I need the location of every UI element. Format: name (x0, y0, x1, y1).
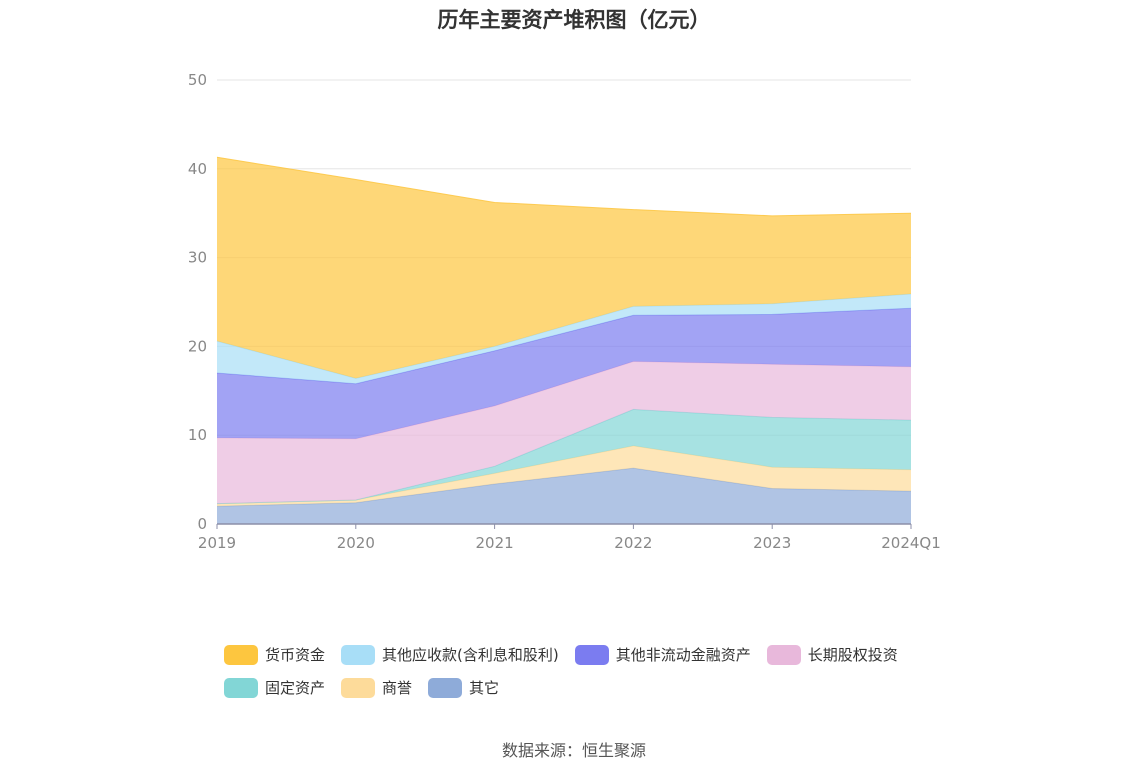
legend-item[interactable]: 其他应收款(含利息和股利) (341, 644, 559, 665)
x-tick-label: 2019 (198, 534, 236, 552)
legend-label: 长期股权投资 (807, 646, 898, 664)
legend-swatch (428, 677, 463, 698)
area-其他应收款(含利息和股利) (217, 294, 911, 384)
x-tick-label: 2022 (614, 534, 652, 552)
chart-title: 历年主要资产堆积图（亿元） (437, 8, 711, 32)
legend-label: 其它 (469, 679, 500, 697)
area-其它 (217, 468, 911, 524)
stacked-area-chart: 0 10 20 30 40 50 2019 2020 2021 2022 2023 2024Q1 (188, 71, 941, 552)
legend-swatch (224, 677, 258, 698)
y-tick-label: 40 (188, 160, 207, 178)
legend-swatch (341, 677, 376, 698)
series-line-货币资金 (216, 156, 912, 217)
area-其他非流动金融资产 (217, 308, 911, 439)
area-固定资产 (217, 409, 911, 504)
x-tick-label: 2021 (476, 534, 514, 552)
y-tick-label: 30 (188, 249, 207, 267)
legend-label: 固定资产 (265, 679, 326, 697)
legend-item[interactable]: 其它 (428, 677, 499, 698)
legend-label: 商誉 (382, 679, 413, 697)
area-货币资金 (217, 157, 911, 379)
chart-legend: 货币资金 其他应收款(含利息和股利) 其他非流动金融资产 长期股权投资固定资产 商誉 其它 (224, 638, 984, 704)
legend-item[interactable]: 固定资产 (224, 677, 325, 698)
legend-row: 固定资产 商誉 其它 (224, 671, 984, 704)
y-tick-label: 0 (197, 515, 207, 533)
legend-row: 货币资金 其他应收款(含利息和股利) 其他非流动金融资产 长期股权投资 (224, 638, 984, 671)
area-长期股权投资 (217, 361, 911, 504)
legend-label: 其他非流动金融资产 (615, 646, 751, 664)
legend-swatch (341, 644, 376, 665)
x-tick-label: 2024Q1 (881, 534, 941, 552)
legend-label: 货币资金 (265, 646, 326, 664)
area-商誉 (217, 445, 911, 507)
y-tick-label: 10 (188, 426, 207, 444)
data-source-note: 数据来源：恒生聚源 (501, 741, 646, 760)
legend-item[interactable]: 商誉 (341, 677, 412, 698)
legend-swatch (766, 644, 801, 665)
legend-item[interactable]: 长期股权投资 (766, 644, 898, 665)
legend-item[interactable]: 其他非流动金融资产 (574, 644, 751, 665)
x-tick-label: 2023 (753, 534, 791, 552)
y-tick-label: 20 (188, 337, 207, 355)
legend-item[interactable]: 货币资金 (224, 644, 325, 665)
y-tick-label: 50 (188, 71, 207, 89)
legend-swatch (574, 644, 609, 665)
legend-label: 其他应收款(含利息和股利) (382, 646, 559, 664)
legend-swatch (224, 644, 258, 665)
series-line-固定资产 (216, 408, 912, 505)
x-tick-label: 2020 (337, 534, 375, 552)
